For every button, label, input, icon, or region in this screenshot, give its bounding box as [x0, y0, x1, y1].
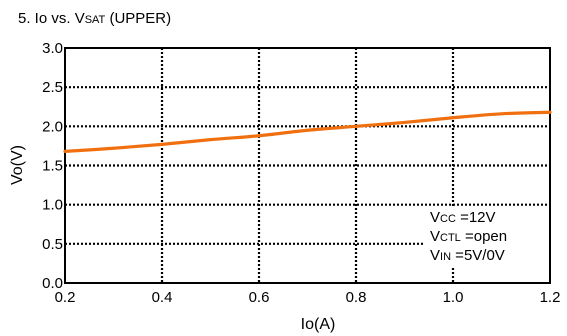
x-tick-label: 0.8 — [346, 289, 367, 306]
x-tick-label: 1.0 — [443, 289, 464, 306]
annotation-vin-post: =5V/0V — [451, 247, 505, 264]
annotation-bg — [425, 206, 547, 268]
annotation-box: VCC =12V VCTL =open VIN =5V/0V — [425, 206, 547, 268]
x-tick-label: 0.2 — [55, 289, 76, 306]
y-tick-label: 0.0 — [42, 275, 63, 292]
annotation-vctl: VCTL =open — [430, 228, 507, 245]
x-tick-labels: 0.2 0.4 0.6 0.8 1.0 1.2 — [55, 289, 561, 306]
annotation-vin-pre: V — [430, 247, 440, 264]
y-tick-label: 3.0 — [42, 40, 63, 57]
annotation-vcc-sub: CC — [440, 213, 456, 225]
chart-title: 5. Io vs. VSAT (UPPER) — [18, 10, 171, 27]
series-line-0 — [63, 110, 552, 153]
series-layer — [63, 110, 552, 153]
annotation-vcc-pre: V — [430, 209, 440, 226]
chart-title-sub: SAT — [85, 14, 106, 26]
annotation-vctl-pre: V — [430, 228, 440, 245]
annotation-vcc: VCC =12V — [430, 209, 496, 226]
y-tick-label: 2.0 — [42, 118, 63, 135]
annotation-vin: VIN =5V/0V — [430, 247, 505, 264]
y-tick-label: 1.0 — [42, 197, 63, 214]
annotation-vin-sub: IN — [440, 251, 451, 263]
plot-frame — [64, 47, 551, 284]
x-axis-label: Io(A) — [301, 316, 336, 333]
y-tick-label: 0.5 — [42, 236, 63, 253]
y-tick-label: 2.5 — [42, 79, 63, 96]
annotation-vctl-sub: CTL — [440, 232, 461, 244]
y-tick-labels: 0.0 0.5 1.0 1.5 2.0 2.5 3.0 — [42, 40, 63, 292]
annotation-vcc-post: =12V — [456, 209, 496, 226]
y-axis-label: Vo(V) — [9, 145, 26, 185]
x-tick-label: 0.4 — [152, 289, 173, 306]
annotation-vctl-post: =open — [461, 228, 507, 245]
x-tick-label: 0.6 — [249, 289, 270, 306]
chart-title-pre: 5. Io vs. V — [18, 10, 85, 27]
x-tick-label: 1.2 — [540, 289, 561, 306]
y-tick-label: 1.5 — [42, 158, 63, 175]
chart-title-post: (UPPER) — [105, 10, 171, 27]
